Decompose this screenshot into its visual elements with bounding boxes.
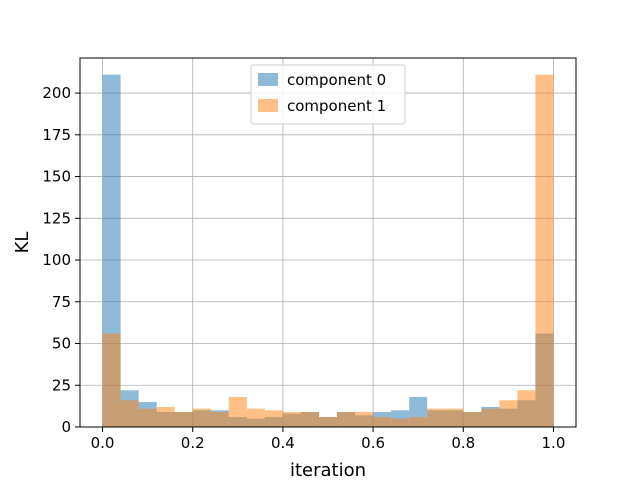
bar-component-1 [445, 408, 464, 427]
bar-component-1 [246, 408, 265, 427]
axis-ticks: 0.0 0.2 0.4 0.6 0.8 1.0 0 25 50 75 100 125 150 175 200 [42, 84, 565, 452]
bar-component-1 [391, 418, 410, 427]
bar-component-1 [264, 410, 283, 427]
x-tick-label: 1.0 [542, 434, 566, 452]
bar-component-1 [228, 396, 247, 427]
bar-component-1 [481, 408, 500, 427]
plot-frame [79, 57, 577, 428]
bar-component-1 [463, 411, 482, 427]
x-tick-label: 0.4 [271, 434, 295, 452]
x-tick-label: 0.0 [91, 434, 115, 452]
bar-component-1 [318, 416, 338, 427]
legend-swatch-component-0 [258, 73, 278, 86]
legend-label-component-1: component 1 [287, 97, 386, 115]
bar-component-1 [373, 416, 392, 427]
bar-component-1 [102, 333, 121, 427]
legend: component 0 component 1 [250, 64, 406, 125]
x-axis-label: iteration [290, 460, 366, 480]
y-tick-label: 200 [42, 84, 71, 102]
y-tick-label: 125 [42, 209, 71, 227]
bar-component-1 [427, 408, 446, 427]
x-tick-label: 0.6 [361, 434, 385, 452]
y-tick-label: 0 [61, 418, 71, 436]
legend-label-component-0: component 0 [287, 71, 386, 89]
bar-component-1 [499, 400, 518, 427]
bar-component-1 [337, 411, 356, 427]
bar-component-1 [409, 416, 428, 427]
y-tick-label: 150 [42, 168, 71, 186]
y-tick-label: 75 [52, 293, 71, 311]
bar-component-1 [535, 74, 554, 427]
bar-component-1 [282, 411, 301, 427]
y-tick-label: 100 [42, 251, 71, 269]
bar-component-1 [120, 400, 139, 427]
bar-component-1 [210, 411, 229, 427]
bar-component-1 [300, 411, 319, 427]
y-axis-label: KL [12, 232, 33, 254]
x-tick-label: 0.8 [451, 434, 475, 452]
y-tick-label: 25 [52, 376, 71, 394]
bar-component-1 [355, 411, 374, 427]
bar-component-1 [138, 408, 157, 427]
histogram-bars [102, 74, 554, 427]
y-tick-label: 175 [42, 126, 71, 144]
bar-component-1 [156, 406, 175, 427]
bar-component-1 [174, 411, 193, 427]
legend-swatch-component-1 [258, 99, 278, 112]
x-tick-label: 0.2 [181, 434, 205, 452]
bar-component-1 [192, 408, 211, 427]
bar-component-1 [517, 390, 536, 427]
y-tick-label: 50 [52, 335, 71, 353]
legend-box [250, 64, 406, 125]
